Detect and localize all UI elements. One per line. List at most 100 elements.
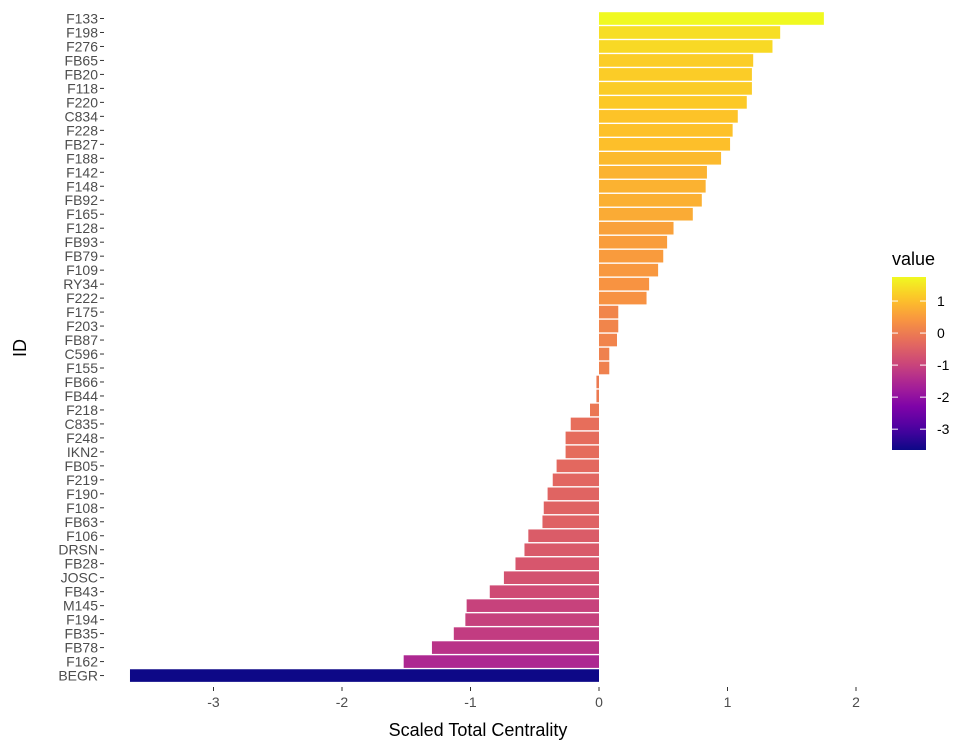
bar-FB66 bbox=[596, 375, 599, 389]
bar-F218 bbox=[590, 403, 599, 417]
y-tick-label: F106 bbox=[66, 528, 98, 544]
y-tick-label: FB87 bbox=[65, 332, 99, 348]
bar-FB20 bbox=[599, 68, 752, 81]
y-tick-label: FB93 bbox=[65, 234, 99, 250]
bar-FB87 bbox=[599, 333, 617, 347]
y-tick-label: JOSC bbox=[61, 570, 98, 586]
y-tick-label: FB44 bbox=[65, 388, 99, 404]
y-tick-label: C835 bbox=[65, 416, 99, 432]
bar-F175 bbox=[599, 305, 619, 319]
bar-F276 bbox=[599, 40, 773, 53]
y-tick-label: F128 bbox=[66, 220, 98, 236]
y-tick-label: F142 bbox=[66, 164, 98, 180]
x-tick-label: -1 bbox=[464, 694, 477, 710]
bar-FB27 bbox=[599, 138, 731, 151]
y-tick-label: FB63 bbox=[65, 514, 99, 530]
bar-F165 bbox=[599, 207, 693, 221]
legend-title: value bbox=[892, 249, 935, 269]
bar-F118 bbox=[599, 82, 752, 95]
y-tick-label: F165 bbox=[66, 206, 98, 222]
bar-FB28 bbox=[515, 557, 599, 571]
y-tick-label: F219 bbox=[66, 472, 98, 488]
y-tick-label: F276 bbox=[66, 38, 98, 54]
y-tick-label: FB20 bbox=[65, 66, 99, 82]
y-tick-label: FB79 bbox=[65, 248, 99, 264]
y-tick-label: C834 bbox=[65, 108, 99, 124]
bar-F148 bbox=[599, 179, 706, 193]
y-tick-label: FB28 bbox=[65, 556, 99, 572]
y-tick-label: DRSN bbox=[58, 542, 98, 558]
bar-F220 bbox=[599, 96, 747, 109]
bar-FB92 bbox=[599, 193, 702, 207]
bar-F248 bbox=[565, 431, 599, 445]
bars-group bbox=[129, 12, 824, 682]
bar-JOSC bbox=[503, 571, 599, 584]
y-tick-label: BEGR bbox=[58, 668, 98, 684]
y-tick-label: F188 bbox=[66, 150, 98, 166]
y-tick-label: F175 bbox=[66, 304, 98, 320]
y-tick-label: FB66 bbox=[65, 374, 99, 390]
bar-C834 bbox=[599, 110, 738, 123]
y-tick-label: FB35 bbox=[65, 626, 99, 642]
y-axis: F133F198F276FB65FB20F118F220C834F228FB27… bbox=[58, 11, 104, 684]
legend-label: -1 bbox=[937, 357, 950, 373]
y-tick-label: FB78 bbox=[65, 640, 99, 656]
bar-DRSN bbox=[524, 543, 599, 557]
x-tick-label: -2 bbox=[336, 694, 349, 710]
bar-F194 bbox=[465, 613, 599, 626]
y-tick-label: FB27 bbox=[65, 136, 99, 152]
y-tick-label: C596 bbox=[65, 346, 99, 362]
y-tick-label: RY34 bbox=[63, 276, 98, 292]
bar-FB05 bbox=[556, 459, 599, 473]
bar-F228 bbox=[599, 124, 733, 137]
y-tick-label: M145 bbox=[63, 598, 98, 614]
y-tick-label: FB65 bbox=[65, 52, 99, 68]
bar-F109 bbox=[599, 263, 659, 277]
y-tick-label: F222 bbox=[66, 290, 98, 306]
y-tick-label: F228 bbox=[66, 122, 98, 138]
bar-FB43 bbox=[489, 585, 599, 598]
bar-F188 bbox=[599, 152, 722, 165]
bar-C835 bbox=[570, 417, 599, 431]
legend-ticks: 1 0 -1 -2 -3 bbox=[892, 293, 950, 437]
legend-label: -2 bbox=[937, 389, 950, 405]
y-tick-label: F109 bbox=[66, 262, 98, 278]
bar-F203 bbox=[599, 319, 619, 333]
y-tick-label: F220 bbox=[66, 94, 98, 110]
bar-FB44 bbox=[596, 389, 599, 403]
bar-FB79 bbox=[599, 249, 664, 263]
bar-F222 bbox=[599, 291, 647, 305]
bar-FB78 bbox=[431, 641, 599, 654]
y-tick-label: F218 bbox=[66, 402, 98, 418]
bar-F106 bbox=[528, 529, 599, 543]
legend-label: 0 bbox=[937, 325, 945, 341]
bar-F198 bbox=[599, 26, 781, 39]
x-tick-label: 1 bbox=[724, 694, 732, 710]
bar-FB35 bbox=[453, 627, 599, 640]
x-axis-title: Scaled Total Centrality bbox=[389, 720, 568, 740]
y-tick-label: F198 bbox=[66, 24, 98, 40]
y-tick-label: F148 bbox=[66, 178, 98, 194]
y-tick-label: IKN2 bbox=[67, 444, 98, 460]
y-tick-label: F108 bbox=[66, 500, 98, 516]
y-tick-label: F133 bbox=[66, 11, 98, 27]
x-tick-label: 0 bbox=[595, 694, 603, 710]
bar-C596 bbox=[599, 347, 610, 361]
bar-F108 bbox=[543, 501, 599, 515]
y-tick-label: F162 bbox=[66, 654, 98, 670]
bar-FB65 bbox=[599, 54, 754, 67]
y-axis-title: ID bbox=[10, 339, 30, 357]
bar-M145 bbox=[466, 599, 599, 612]
legend-label: 1 bbox=[937, 293, 945, 309]
legend-colorbar bbox=[892, 277, 926, 450]
x-tick-label: 2 bbox=[852, 694, 860, 710]
y-tick-label: F118 bbox=[67, 80, 98, 96]
x-axis: -3 -2 -1 0 1 2 bbox=[207, 687, 860, 710]
bar-F190 bbox=[547, 487, 599, 501]
y-tick-label: FB43 bbox=[65, 584, 99, 600]
y-tick-label: F155 bbox=[66, 360, 98, 376]
bar-RY34 bbox=[599, 277, 650, 291]
bar-F142 bbox=[599, 165, 707, 179]
y-tick-label: FB92 bbox=[65, 192, 99, 208]
legend: value 1 0 -1 -2 -3 bbox=[892, 249, 950, 450]
